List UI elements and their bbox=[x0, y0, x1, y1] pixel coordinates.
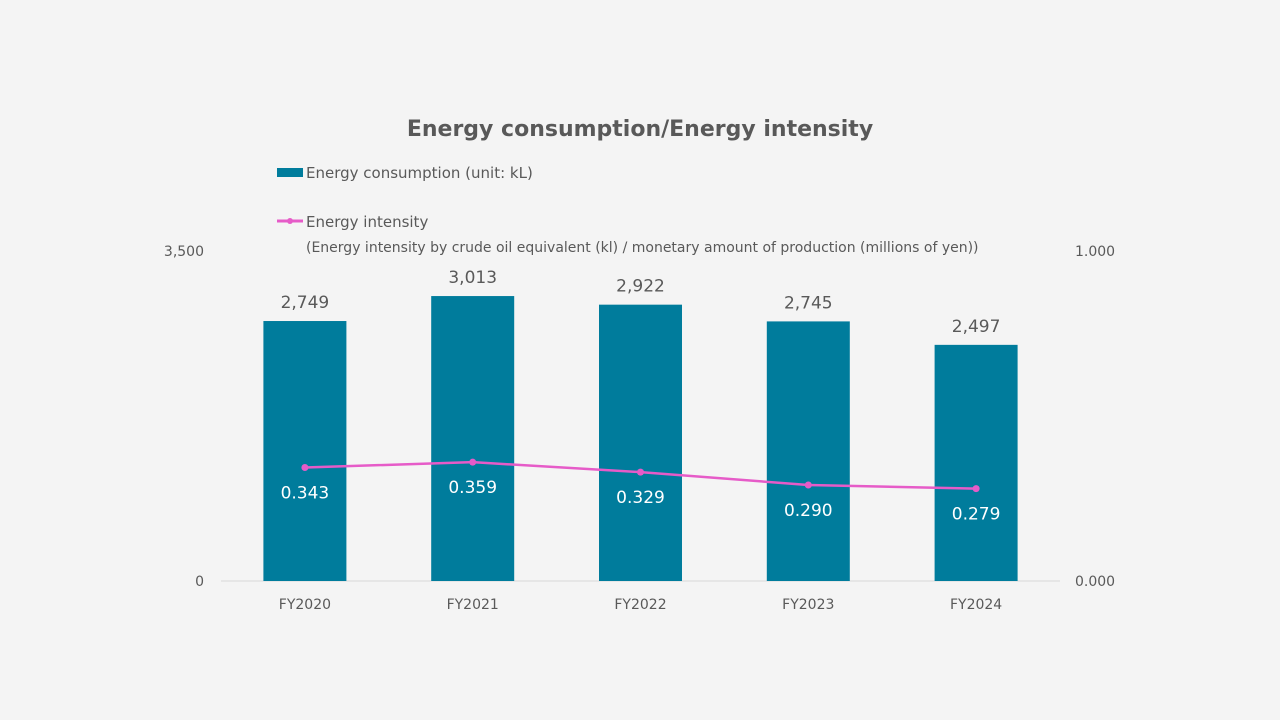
y-right-tick-zero: 0.000 bbox=[1075, 574, 1115, 590]
intensity-point-FY2022 bbox=[637, 468, 644, 476]
intensity-point-FY2021 bbox=[469, 458, 477, 466]
chart-title: Energy consumption/Energy intensity bbox=[407, 117, 873, 142]
x-tick-label: FY2022 bbox=[614, 597, 666, 613]
legend-swatch-bar bbox=[277, 168, 303, 177]
x-tick-label: FY2021 bbox=[447, 597, 499, 613]
legend-label-intensity: Energy intensity bbox=[306, 213, 428, 231]
x-tick-label: FY2023 bbox=[782, 597, 834, 613]
x-tick-label: FY2024 bbox=[950, 597, 1002, 613]
bar-FY2021 bbox=[431, 296, 515, 581]
y-left-tick-zero: 0 bbox=[195, 574, 204, 590]
bar-value-label: 2,749 bbox=[281, 293, 330, 313]
legend-label-intensity-note: (Energy intensity by crude oil equivalen… bbox=[306, 240, 979, 256]
bar-FY2023 bbox=[766, 321, 850, 581]
bar-value-label: 2,745 bbox=[784, 293, 833, 313]
bar-value-label: 2,922 bbox=[616, 277, 665, 297]
intensity-point-FY2020 bbox=[301, 463, 309, 471]
bar-FY2024 bbox=[934, 344, 1018, 581]
y-right-tick-max: 1.000 bbox=[1075, 244, 1115, 260]
legend-swatch-marker bbox=[287, 218, 293, 224]
bar-FY2022 bbox=[599, 304, 682, 581]
line-value-label: 0.329 bbox=[616, 488, 665, 508]
bar-FY2020 bbox=[263, 321, 347, 581]
legend: Energy consumption (unit: kL) Energy int… bbox=[277, 164, 979, 256]
bar-value-label: 3,013 bbox=[448, 268, 497, 288]
legend-label-consumption: Energy consumption (unit: kL) bbox=[306, 164, 533, 182]
intensity-point-FY2024 bbox=[972, 485, 980, 493]
line-value-label: 0.359 bbox=[448, 478, 497, 498]
bar-value-label: 2,497 bbox=[952, 317, 1001, 337]
line-value-label: 0.279 bbox=[952, 505, 1001, 525]
intensity-point-FY2023 bbox=[804, 481, 812, 489]
line-value-label: 0.290 bbox=[784, 501, 833, 521]
line-value-label: 0.343 bbox=[281, 483, 330, 503]
y-left-tick-max: 3,500 bbox=[164, 244, 204, 260]
x-tick-label: FY2020 bbox=[279, 597, 331, 613]
